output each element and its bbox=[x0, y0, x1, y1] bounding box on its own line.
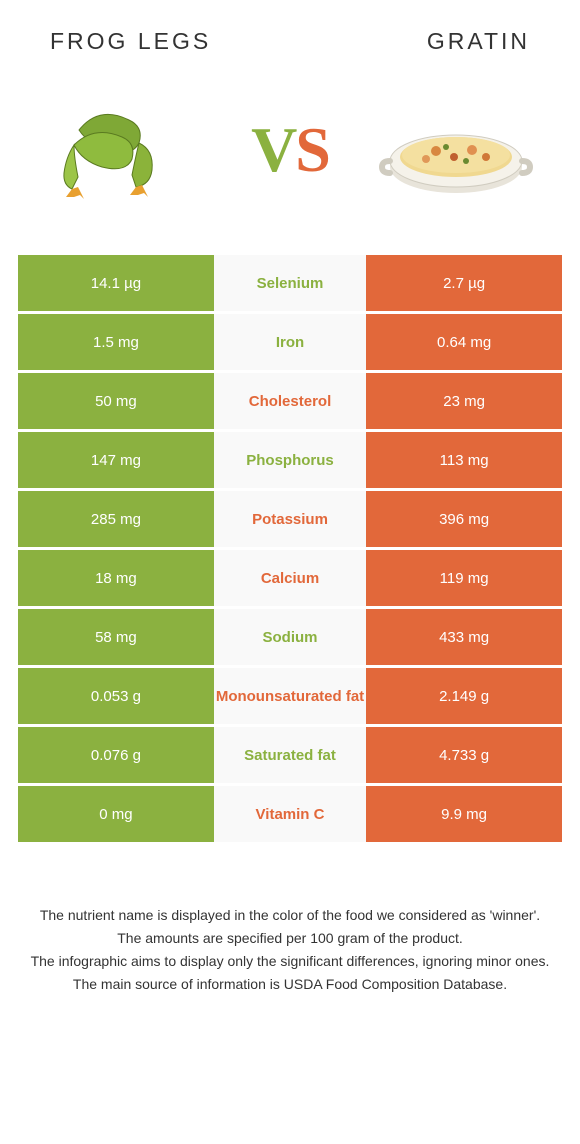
nutrient-name: Sodium bbox=[214, 609, 366, 665]
nutrient-row: 1.5 mgIron0.64 mg bbox=[18, 314, 562, 370]
nutrient-name: Vitamin C bbox=[214, 786, 366, 842]
title-left: FROG LEGS bbox=[50, 28, 211, 55]
footer-line: The nutrient name is displayed in the co… bbox=[30, 905, 550, 926]
footer-line: The main source of information is USDA F… bbox=[30, 974, 550, 995]
header: FROG LEGS GRATIN bbox=[0, 0, 580, 55]
nutrient-name: Monounsaturated fat bbox=[214, 668, 366, 724]
value-left: 0.076 g bbox=[18, 727, 214, 783]
nutrient-name: Calcium bbox=[214, 550, 366, 606]
vs-s: S bbox=[295, 114, 329, 185]
value-right: 4.733 g bbox=[366, 727, 562, 783]
footer-line: The amounts are specified per 100 gram o… bbox=[30, 928, 550, 949]
nutrient-row: 0.076 gSaturated fat4.733 g bbox=[18, 727, 562, 783]
value-right: 9.9 mg bbox=[366, 786, 562, 842]
nutrient-name: Iron bbox=[214, 314, 366, 370]
nutrient-row: 58 mgSodium433 mg bbox=[18, 609, 562, 665]
nutrient-row: 18 mgCalcium119 mg bbox=[18, 550, 562, 606]
title-right: GRATIN bbox=[427, 28, 530, 55]
value-right: 2.7 µg bbox=[366, 255, 562, 311]
nutrient-row: 0 mgVitamin C9.9 mg bbox=[18, 786, 562, 842]
value-left: 14.1 µg bbox=[18, 255, 214, 311]
value-right: 119 mg bbox=[366, 550, 562, 606]
value-left: 0.053 g bbox=[18, 668, 214, 724]
value-left: 0 mg bbox=[18, 786, 214, 842]
value-right: 396 mg bbox=[366, 491, 562, 547]
value-right: 433 mg bbox=[366, 609, 562, 665]
value-left: 58 mg bbox=[18, 609, 214, 665]
value-right: 0.64 mg bbox=[366, 314, 562, 370]
value-right: 113 mg bbox=[366, 432, 562, 488]
nutrient-row: 0.053 gMonounsaturated fat2.149 g bbox=[18, 668, 562, 724]
nutrient-name: Potassium bbox=[214, 491, 366, 547]
nutrient-row: 50 mgCholesterol23 mg bbox=[18, 373, 562, 429]
nutrient-name: Phosphorus bbox=[214, 432, 366, 488]
nutrient-row: 14.1 µgSelenium2.7 µg bbox=[18, 255, 562, 311]
nutrient-row: 285 mgPotassium396 mg bbox=[18, 491, 562, 547]
value-left: 147 mg bbox=[18, 432, 214, 488]
value-left: 18 mg bbox=[18, 550, 214, 606]
nutrient-name: Selenium bbox=[214, 255, 366, 311]
nutrient-name: Saturated fat bbox=[214, 727, 366, 783]
value-right: 23 mg bbox=[366, 373, 562, 429]
footer-notes: The nutrient name is displayed in the co… bbox=[0, 845, 580, 995]
frog-legs-image bbox=[44, 90, 204, 210]
gratin-image bbox=[376, 90, 536, 210]
value-left: 285 mg bbox=[18, 491, 214, 547]
vs-v: V bbox=[251, 114, 295, 185]
nutrient-row: 147 mgPhosphorus113 mg bbox=[18, 432, 562, 488]
value-right: 2.149 g bbox=[366, 668, 562, 724]
nutrient-name: Cholesterol bbox=[214, 373, 366, 429]
value-left: 50 mg bbox=[18, 373, 214, 429]
vs-label: VS bbox=[251, 113, 329, 187]
value-left: 1.5 mg bbox=[18, 314, 214, 370]
hero-row: VS bbox=[0, 55, 580, 255]
nutrient-table: 14.1 µgSelenium2.7 µg1.5 mgIron0.64 mg50… bbox=[18, 255, 562, 842]
footer-line: The infographic aims to display only the… bbox=[30, 951, 550, 972]
